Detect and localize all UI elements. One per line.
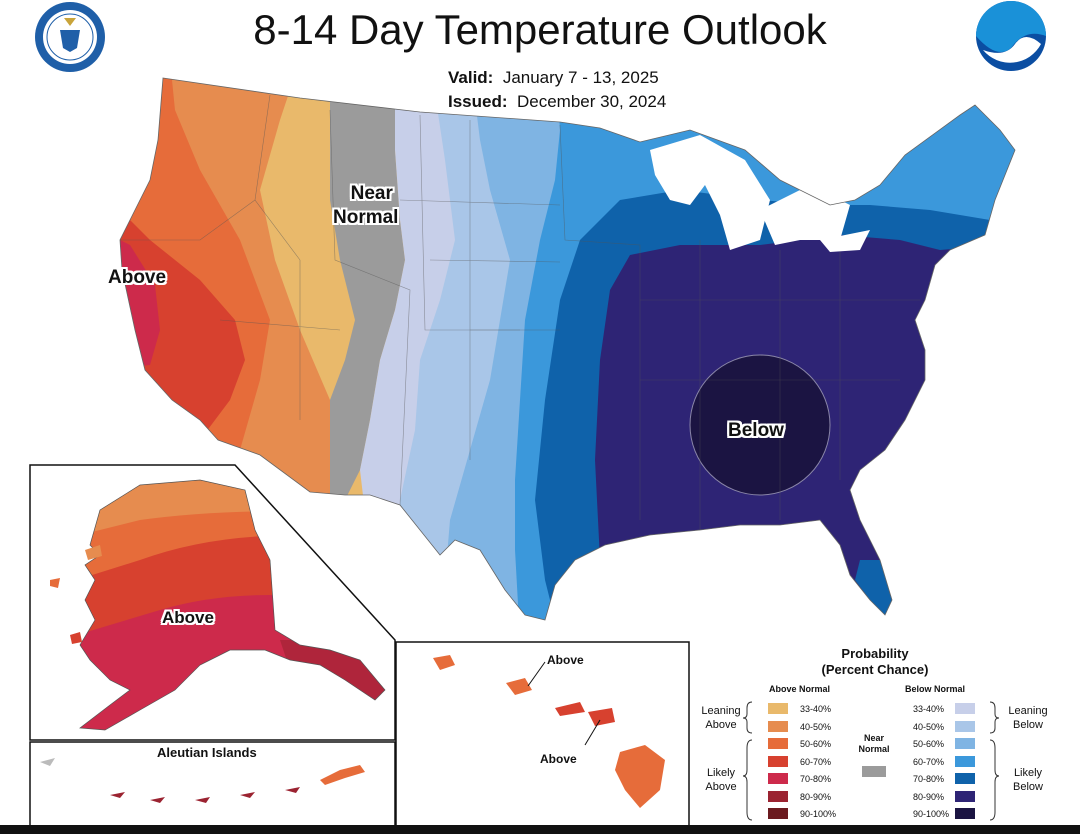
label-near-normal: Near Normal: [333, 182, 398, 230]
legend-above-range: 60-70%: [800, 756, 832, 767]
legend-likely-below-line-2: Below: [1013, 781, 1043, 793]
page-title: 8-14 Day Temperature Outlook: [253, 6, 827, 53]
legend-likely-above-line-2: Above: [705, 781, 737, 793]
alaska-inset: [29, 464, 396, 741]
issued-label: Issued:: [448, 92, 508, 111]
legend-below-swatch: [955, 738, 975, 749]
legend-leaning-above: Leaning Above: [695, 704, 747, 732]
label-near-normal-line-1: Near: [350, 183, 393, 204]
legend-above-header: Above Normal: [769, 684, 831, 694]
label-alaska-above: Above: [162, 608, 214, 627]
legend-likely-below-line-1: Likely: [1013, 767, 1043, 779]
legend-near-normal-swatch: [862, 766, 886, 777]
noaa-logo: [976, 1, 1046, 71]
legend-title-line-2: (Percent Chance): [821, 662, 929, 677]
legend-title: Probability (Percent Chance): [800, 646, 950, 678]
legend-above-swatch: [768, 755, 788, 767]
label-below-se: Below: [728, 420, 784, 441]
legend-below-range: 33-40%: [913, 704, 945, 714]
legend-leaning-below-line-2: Below: [1013, 719, 1043, 731]
legend-below-range: 50-60%: [913, 739, 945, 749]
valid-value: January 7 - 13, 2025: [502, 68, 659, 87]
legend-leaning-above-line-2: Above: [705, 719, 737, 731]
label-hawaii-above-1: Above: [547, 653, 584, 667]
legend-leaning-below: Leaning Below: [1000, 704, 1056, 732]
legend-below-range: 40-50%: [913, 721, 945, 732]
legend-above-swatch: [768, 773, 788, 784]
legend-below-swatch: [955, 808, 975, 819]
label-above-west: Above: [108, 267, 167, 288]
valid-label: Valid:: [448, 68, 494, 87]
label-aleutian-islands: Aleutian Islands: [157, 745, 257, 760]
bottom-border: [0, 825, 1080, 834]
legend-above-range: 50-60%: [800, 739, 832, 749]
legend-above-swatch: [768, 808, 788, 819]
legend-near-normal-line-1: Near: [863, 733, 884, 743]
issued-value: December 30, 2024: [516, 92, 667, 111]
commerce-seal-logo: [35, 2, 105, 72]
legend-below-swatch: [955, 703, 975, 714]
legend-below-swatch: [955, 773, 975, 784]
issued-line: Issued: December 30, 2024: [448, 92, 666, 112]
legend-above-range: 33-40%: [800, 704, 832, 714]
legend-below-swatch: [955, 720, 975, 732]
legend-above-swatch: [768, 790, 788, 802]
legend-above-range: 90-100%: [800, 809, 837, 819]
legend-below-range: 60-70%: [913, 756, 945, 767]
legend-below-swatch: [955, 755, 975, 767]
legend-below-header: Below Normal: [905, 684, 966, 694]
legend-title-line-1: Probability: [841, 646, 909, 661]
label-near-normal-line-2: Normal: [333, 207, 399, 228]
legend-above-range: 70-80%: [800, 774, 832, 784]
legend-above-swatch: [768, 703, 788, 714]
hawaii-inset: [395, 641, 690, 827]
legend-leaning-below-line-1: Leaning: [1008, 705, 1048, 717]
legend-near-normal-line-2: Normal: [858, 744, 890, 754]
aleutian-inset: [29, 741, 396, 827]
legend-leaning-above-line-1: Leaning: [701, 705, 741, 717]
legend-below-range: 80-90%: [913, 791, 945, 802]
legend-likely-above: Likely Above: [695, 766, 747, 794]
legend-above-range: 40-50%: [800, 721, 832, 732]
label-hawaii-above-2: Above: [540, 752, 577, 766]
legend-likely-above-line-1: Likely: [706, 767, 736, 779]
legend-above-range: 80-90%: [800, 791, 832, 802]
legend-above-swatch: [768, 720, 788, 732]
legend-likely-below: Likely Below: [1000, 766, 1056, 794]
legend-below-swatch: [955, 790, 975, 802]
legend-below-range: 70-80%: [913, 774, 945, 784]
legend-below-range: 90-100%: [913, 809, 950, 819]
valid-line: Valid: January 7 - 13, 2025: [448, 68, 659, 88]
legend-near-normal: Near Normal: [850, 733, 898, 755]
legend-above-swatch: [768, 738, 788, 749]
